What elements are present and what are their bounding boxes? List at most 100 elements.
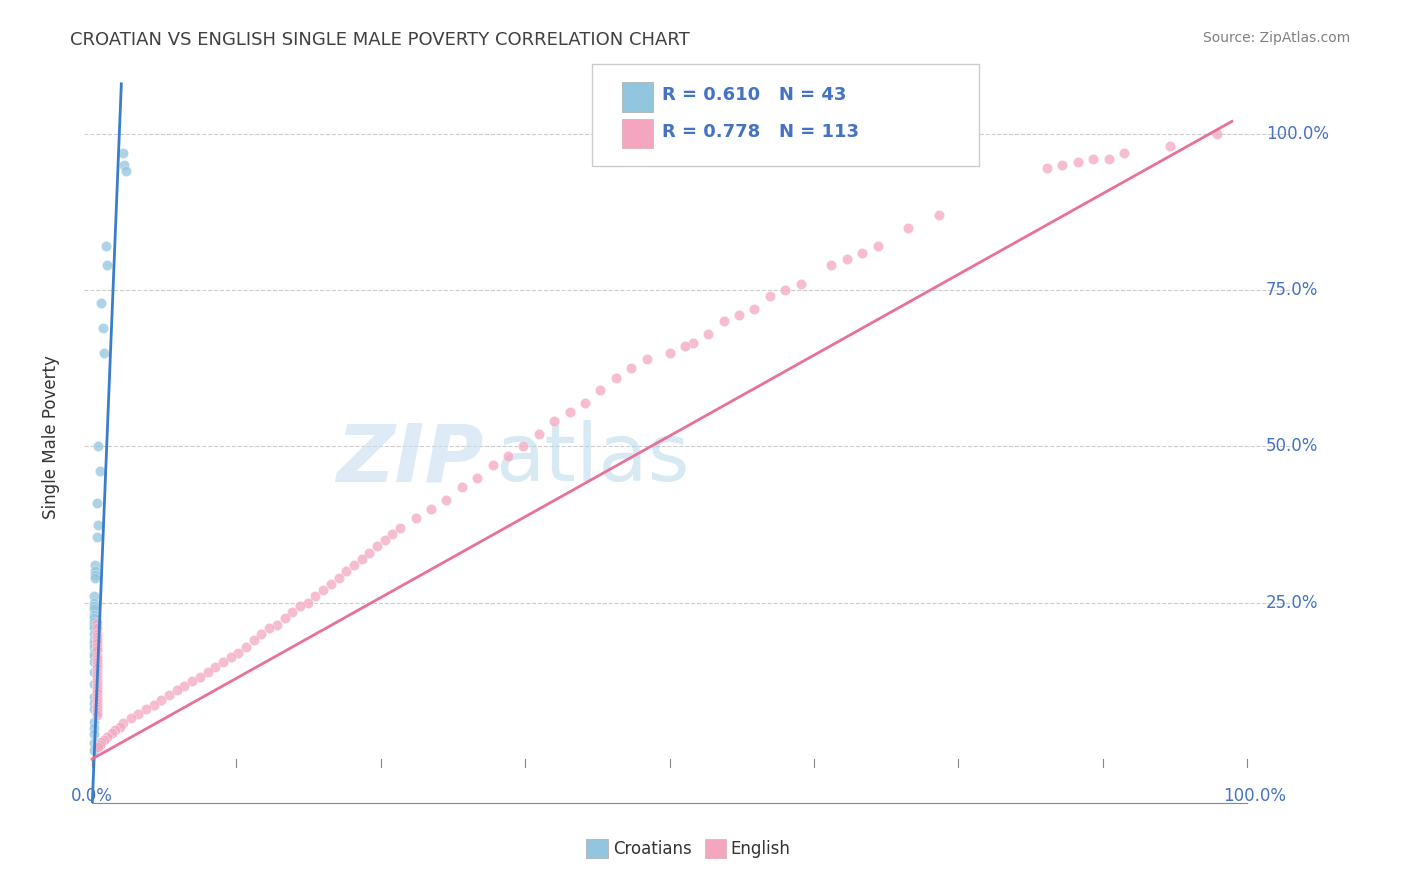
Point [86,683,108,698]
Point [84,565,107,579]
Point [897,220,920,235]
Point [86,636,108,650]
Point [789,277,811,291]
Text: 100.0%: 100.0% [1265,125,1329,143]
Point [1205,127,1227,141]
Text: Source: ZipAtlas.com: Source: ZipAtlas.com [1202,31,1350,45]
Point [212,655,235,669]
Point [86,686,108,700]
Point [83,646,105,660]
Point [86,702,108,716]
Point [86,640,108,654]
Point [328,571,350,585]
Point [86,673,108,688]
Point [673,339,696,353]
Point [1083,152,1105,166]
Point [658,345,681,359]
Point [851,245,873,260]
Point [197,665,219,679]
Point [120,711,142,725]
Point [574,395,596,409]
Point [636,351,658,366]
Point [86,690,108,704]
Point [759,289,782,303]
Point [90,295,112,310]
Point [83,611,105,625]
Point [93,345,115,359]
Point [89,465,111,479]
Point [86,648,108,663]
Point [713,314,735,328]
Point [434,492,457,507]
Point [589,383,612,397]
Point [83,665,105,679]
Bar [623,82,652,112]
Point [86,661,108,675]
Point [111,145,134,160]
Text: Croatians: Croatians [613,840,692,858]
Point [773,283,796,297]
Point [96,258,118,272]
Point [1112,145,1135,160]
Point [288,599,311,613]
Point [83,627,105,641]
Text: 50.0%: 50.0% [1265,437,1319,456]
Point [84,571,107,585]
Point [350,552,373,566]
Point [605,370,627,384]
Text: 25.0%: 25.0% [1265,594,1319,612]
Point [104,723,127,738]
Point [728,308,751,322]
Point [83,640,105,654]
Text: R = 0.778   N = 113: R = 0.778 N = 113 [662,123,859,141]
Point [257,621,280,635]
Point [86,652,108,666]
Bar [704,839,727,858]
Point [389,521,412,535]
Point [150,692,173,706]
Point [543,414,565,428]
Point [1098,152,1121,166]
Point [343,558,366,573]
Point [481,458,503,473]
Point [359,546,381,560]
Point [682,336,704,351]
Point [135,702,157,716]
Point [83,742,105,756]
Point [83,690,105,704]
Bar [586,839,607,858]
Point [512,440,534,454]
Point [281,605,304,619]
Point [405,511,427,525]
Point [142,698,165,712]
Point [86,630,108,644]
Point [83,714,105,729]
Point [1067,155,1090,169]
Point [86,621,108,635]
Bar [623,119,652,148]
Point [335,565,357,579]
FancyBboxPatch shape [592,64,979,167]
Point [366,540,388,554]
Point [83,736,105,750]
Point [496,449,519,463]
Point [83,655,105,669]
Point [83,617,105,632]
Point [83,608,105,623]
Point [1159,139,1181,153]
Point [83,721,105,735]
Point [866,239,889,253]
Point [381,527,404,541]
Point [83,633,105,648]
Point [86,658,108,673]
Point [112,158,135,172]
Point [86,698,108,713]
Text: ZIP: ZIP [336,420,484,498]
Point [744,301,766,316]
Point [115,164,138,178]
Point [83,602,105,616]
Point [928,208,950,222]
Point [419,502,441,516]
Point [86,616,108,631]
Point [273,611,295,625]
